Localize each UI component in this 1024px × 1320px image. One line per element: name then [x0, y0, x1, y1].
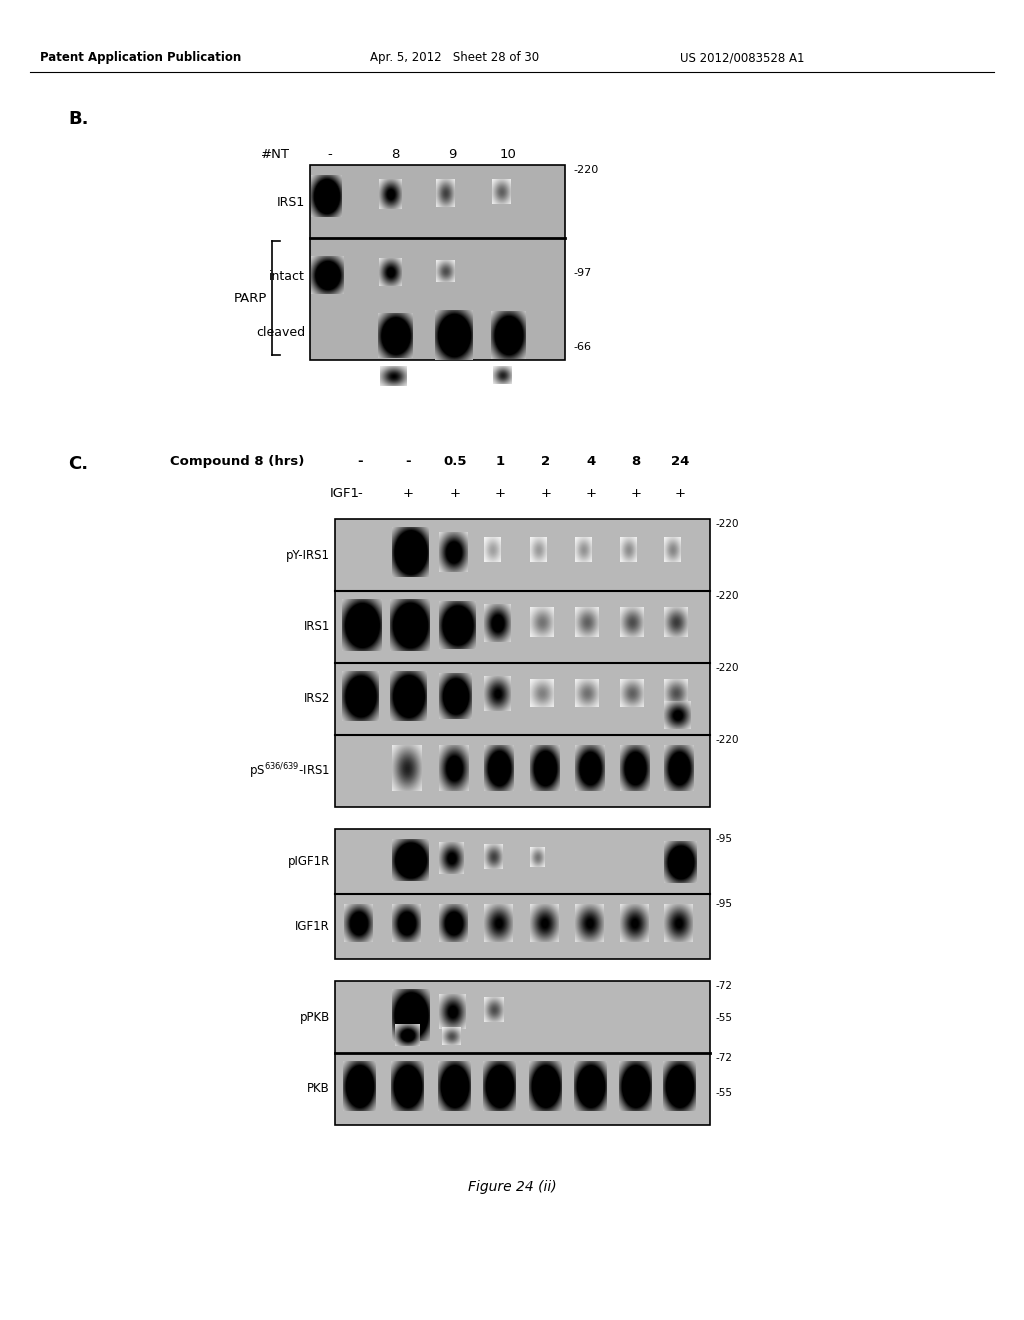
- Text: -220: -220: [716, 663, 739, 673]
- Text: +: +: [675, 487, 685, 500]
- Text: pIGF1R: pIGF1R: [288, 854, 330, 867]
- Text: -97: -97: [573, 268, 591, 279]
- Text: -55: -55: [716, 1088, 733, 1098]
- Text: 1: 1: [496, 455, 505, 469]
- Text: -220: -220: [716, 735, 739, 744]
- Text: +: +: [450, 487, 461, 500]
- Text: intact: intact: [269, 269, 305, 282]
- Text: 9: 9: [447, 148, 456, 161]
- Text: -: -: [406, 455, 411, 469]
- Text: -220: -220: [573, 165, 598, 176]
- Text: IGF1: IGF1: [330, 487, 360, 500]
- Text: +: +: [495, 487, 506, 500]
- Text: Compound 8 (hrs): Compound 8 (hrs): [170, 455, 304, 469]
- Text: -: -: [357, 455, 362, 469]
- Text: -72: -72: [716, 1053, 733, 1063]
- Text: +: +: [402, 487, 414, 500]
- Text: Apr. 5, 2012   Sheet 28 of 30: Apr. 5, 2012 Sheet 28 of 30: [370, 51, 539, 65]
- Bar: [310, 165, 565, 360]
- Text: Patent Application Publication: Patent Application Publication: [40, 51, 242, 65]
- Text: -95: -95: [716, 834, 733, 843]
- Text: -220: -220: [716, 519, 739, 529]
- Text: IGF1R: IGF1R: [295, 920, 330, 932]
- Text: +: +: [631, 487, 641, 500]
- Text: -66: -66: [573, 342, 591, 352]
- Text: 8: 8: [632, 455, 641, 469]
- Bar: [335, 519, 710, 807]
- Text: 10: 10: [500, 148, 516, 161]
- Text: IRS2: IRS2: [304, 693, 330, 705]
- Text: 0.5: 0.5: [443, 455, 467, 469]
- Text: 24: 24: [671, 455, 689, 469]
- Text: 4: 4: [587, 455, 596, 469]
- Text: -220: -220: [716, 591, 739, 601]
- Text: IRS1: IRS1: [304, 620, 330, 634]
- Text: pPKB: pPKB: [300, 1011, 330, 1023]
- Text: #NT: #NT: [260, 148, 290, 161]
- Text: -95: -95: [716, 899, 733, 909]
- Text: IRS1: IRS1: [276, 197, 305, 210]
- Text: -55: -55: [716, 1012, 733, 1023]
- Text: B.: B.: [68, 110, 88, 128]
- Text: pY-IRS1: pY-IRS1: [286, 549, 330, 561]
- Text: PKB: PKB: [307, 1082, 330, 1096]
- Text: -: -: [328, 148, 333, 161]
- Text: pS$^{636/639}$-IRS1: pS$^{636/639}$-IRS1: [249, 762, 330, 781]
- Bar: [335, 981, 710, 1125]
- Text: cleaved: cleaved: [256, 326, 305, 339]
- Text: -: -: [357, 487, 362, 500]
- Text: +: +: [541, 487, 552, 500]
- Text: US 2012/0083528 A1: US 2012/0083528 A1: [680, 51, 805, 65]
- Text: Figure 24 (ii): Figure 24 (ii): [468, 1180, 556, 1195]
- Bar: [335, 829, 710, 960]
- Text: C.: C.: [68, 455, 88, 473]
- Text: 2: 2: [542, 455, 551, 469]
- Text: PARP: PARP: [233, 292, 267, 305]
- Text: +: +: [586, 487, 597, 500]
- Text: 8: 8: [391, 148, 399, 161]
- Text: -72: -72: [716, 981, 733, 991]
